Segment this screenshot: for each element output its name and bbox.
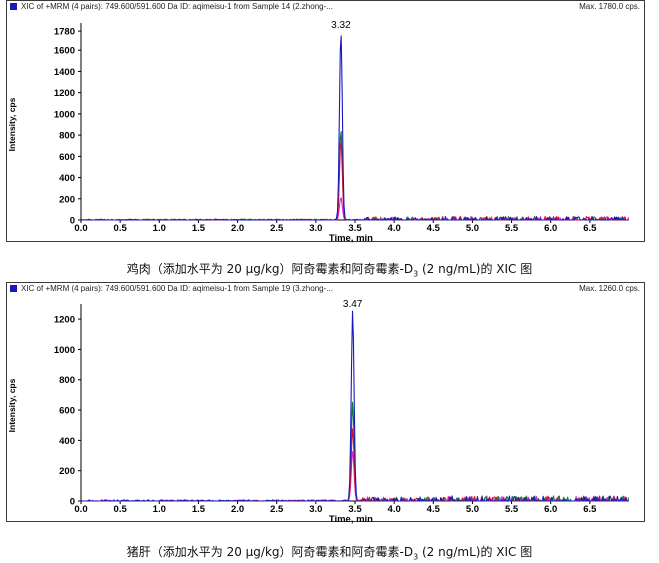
x-tick-label: 6.5	[583, 223, 597, 234]
figure-caption-1: 鸡肉（添加水平为 20 μg/kg）阿奇霉素和阿奇霉素-D3 (2 ng/mL)…	[0, 260, 659, 278]
legend-swatch-icon	[10, 3, 17, 10]
y-tick-label: 1600	[54, 46, 75, 57]
x-axis-label: Time, min	[329, 233, 373, 244]
series-trace	[81, 142, 629, 221]
x-tick-label: 6.5	[583, 504, 597, 515]
peak-label: 3.47	[343, 299, 363, 310]
x-tick-label: 4.5	[427, 223, 441, 234]
y-tick-label: 1000	[54, 345, 75, 356]
chart-header-title: XIC of +MRM (4 pairs): 749.600/591.600 D…	[21, 2, 333, 11]
y-tick-label: 1200	[54, 88, 75, 99]
xic-plot-1: 0 200 400 600 800 1000 1200 1400 1600 1780 0.0 0.5 1…	[7, 20, 630, 244]
x-tick-label: 0.5	[114, 223, 128, 234]
xic-chart-panel-2: XIC of +MRM (4 pairs): 749.600/591.600 D…	[6, 282, 645, 525]
x-tick-label: 1.5	[192, 223, 206, 234]
x-tick-label: 3.0	[309, 504, 322, 515]
x-tick-label: 1.5	[192, 504, 206, 515]
y-tick-label: 1000	[54, 109, 75, 120]
x-tick-label: 3.0	[309, 223, 322, 234]
caption-subscript: 3	[413, 552, 419, 562]
x-tick-label: 4.0	[388, 223, 401, 234]
y-tick-label: 200	[59, 466, 75, 477]
y-axis-label: Intensity, cps	[7, 378, 17, 432]
x-tick-label: 3.5	[348, 223, 362, 234]
x-tick-label: 0.0	[74, 223, 87, 234]
x-tick-label: 1.0	[153, 223, 166, 234]
x-tick-label: 4.0	[388, 504, 401, 515]
caption-tail: (2 ng/mL)的 XIC 图	[418, 545, 533, 559]
y-tick-label: 0	[70, 497, 75, 508]
xic-chart-panel-1: XIC of +MRM (4 pairs): 749.600/591.600 D…	[6, 0, 645, 244]
y-tick-label: 800	[59, 131, 75, 142]
chart-header: XIC of +MRM (4 pairs): 749.600/591.600 D…	[7, 283, 644, 295]
y-tick-label: 1400	[54, 67, 75, 78]
peak-label: 3.32	[331, 20, 351, 31]
caption-text: 猪肝（添加水平为 20 μg/kg）阿奇霉素和阿奇霉素-D	[126, 545, 414, 559]
figure-caption-2: 猪肝（添加水平为 20 μg/kg）阿奇霉素和阿奇霉素-D3 (2 ng/mL)…	[0, 543, 659, 561]
series-trace	[81, 131, 629, 221]
caption-subscript: 3	[413, 269, 419, 279]
chart-header-title: XIC of +MRM (4 pairs): 749.600/591.600 D…	[21, 284, 333, 293]
y-tick-label: 1780	[54, 27, 75, 38]
caption-text: 鸡肉（添加水平为 20 μg/kg）阿奇霉素和阿奇霉素-D	[126, 262, 414, 276]
x-tick-label: 5.5	[505, 223, 519, 234]
x-tick-label: 5.5	[505, 504, 519, 515]
x-tick-label: 6.0	[544, 223, 557, 234]
series-trace	[80, 35, 629, 221]
xic-plot-2: 0 200 400 600 800 1000 1200 0.0 0.5 1.0 1.5 2.0 2.5 3…	[7, 299, 630, 525]
x-tick-label: 6.0	[544, 504, 557, 515]
x-tick-label: 0.0	[74, 504, 87, 515]
y-tick-label: 800	[59, 375, 75, 386]
series-trace	[81, 197, 630, 221]
x-tick-label: 2.5	[270, 504, 284, 515]
y-axis-label: Intensity, cps	[7, 97, 17, 151]
x-tick-label: 2.0	[231, 223, 244, 234]
x-tick-label: 3.5	[348, 504, 362, 515]
x-tick-label: 5.0	[466, 504, 479, 515]
x-tick-label: 2.0	[231, 504, 244, 515]
chart-header: XIC of +MRM (4 pairs): 749.600/591.600 D…	[7, 1, 644, 13]
y-tick-label: 0	[70, 216, 75, 227]
y-tick-label: 600	[59, 152, 75, 163]
y-tick-label: 1200	[54, 315, 75, 326]
y-tick-label: 400	[59, 436, 75, 447]
legend-swatch-icon	[10, 285, 17, 292]
x-tick-label: 0.5	[114, 504, 128, 515]
y-tick-label: 400	[59, 173, 75, 184]
x-tick-label: 1.0	[153, 504, 166, 515]
series-trace	[81, 310, 629, 502]
x-axis-label: Time, min	[329, 514, 373, 525]
caption-tail: (2 ng/mL)的 XIC 图	[418, 262, 533, 276]
chart-header-max: Max. 1780.0 cps.	[579, 2, 640, 11]
y-tick-label: 600	[59, 406, 75, 417]
x-tick-label: 4.5	[427, 504, 441, 515]
chart-header-max: Max. 1260.0 cps.	[579, 284, 640, 293]
x-tick-label: 5.0	[466, 223, 479, 234]
y-tick-label: 200	[59, 194, 75, 205]
x-tick-label: 2.5	[270, 223, 284, 234]
